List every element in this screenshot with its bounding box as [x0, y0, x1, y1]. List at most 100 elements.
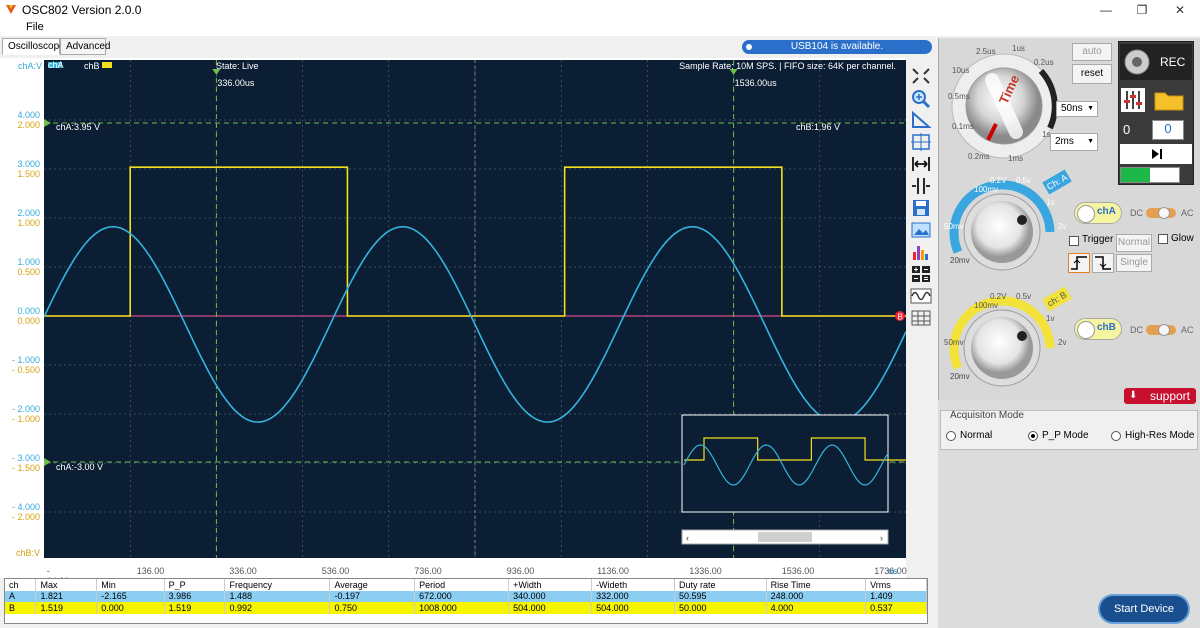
- cha-coupling-switch[interactable]: [1146, 207, 1176, 219]
- chb-level-marker-icon: [44, 458, 51, 466]
- tab-oscilloscope[interactable]: Oscilloscope: [2, 38, 65, 55]
- auto-button[interactable]: auto: [1072, 43, 1112, 61]
- time-tick: 10us: [952, 66, 970, 75]
- chb-coupling-switch[interactable]: [1146, 324, 1176, 336]
- record-progress: [1120, 167, 1180, 183]
- x-tick: 936.00: [506, 566, 535, 576]
- x-tick: 1736.00: [874, 566, 907, 576]
- grid-icon[interactable]: [910, 308, 932, 328]
- horizontal-cursor-icon[interactable]: [910, 154, 932, 174]
- zoom-icon[interactable]: [910, 88, 932, 108]
- fit-screen-icon[interactable]: [910, 66, 932, 86]
- y-tick-b: - 1.500: [11, 463, 40, 473]
- glow-checkbox[interactable]: [1158, 234, 1168, 244]
- table-cell: -0.197: [329, 590, 416, 602]
- time-tick: 1us: [1012, 44, 1025, 53]
- y-tick-b: - 0.500: [11, 365, 40, 375]
- volt-tick: 1v: [1046, 198, 1055, 207]
- cursor-box-icon[interactable]: [910, 132, 932, 152]
- x-tick: 136.00: [136, 566, 165, 576]
- math-icon[interactable]: [910, 264, 932, 284]
- vertical-cursor-icon[interactable]: [910, 176, 932, 196]
- acquisition-title: Acquisiton Mode: [950, 410, 1024, 421]
- counter-right-input[interactable]: 0: [1152, 120, 1184, 140]
- falling-edge-icon[interactable]: [1092, 253, 1114, 273]
- chb-axis-label: chB:V: [16, 548, 41, 558]
- reset-button[interactable]: reset: [1072, 64, 1112, 84]
- cursor1-label: 336.00us: [217, 78, 255, 88]
- table-header-cell: P_P: [164, 579, 226, 591]
- table-cell: 1.519: [164, 602, 226, 614]
- timebase-select-2[interactable]: 2ms ▼: [1050, 133, 1098, 151]
- table-cell: 1.409: [865, 590, 927, 602]
- acq-normal-radio[interactable]: [946, 431, 956, 441]
- table-cell: 0.537: [865, 602, 927, 614]
- mixer-icon[interactable]: [1121, 88, 1145, 112]
- record-icon[interactable]: [1124, 49, 1150, 75]
- table-cell: 0.750: [329, 602, 416, 614]
- tab-advanced[interactable]: Advanced: [60, 38, 110, 55]
- table-row: A 1.821 -2.165 3.986 1.488 -0.197 672.000 340.0…: [5, 590, 927, 602]
- chb-volt-knob[interactable]: [944, 288, 1064, 400]
- table-cell: 1.821: [35, 590, 98, 602]
- record-button-area[interactable]: REC: [1120, 44, 1192, 80]
- maximize-button[interactable]: ❐: [1136, 3, 1148, 17]
- spectrum-icon[interactable]: [910, 242, 932, 262]
- acq-hires-radio[interactable]: [1111, 431, 1121, 441]
- single-trigger-button[interactable]: Single: [1116, 254, 1152, 272]
- chb-toggle-label: chB: [1097, 322, 1116, 333]
- triangle-measure-icon[interactable]: [910, 110, 932, 130]
- y-tick-b: 1.500: [17, 169, 40, 179]
- counter-left: 0: [1123, 122, 1131, 137]
- close-button[interactable]: ✕: [1174, 3, 1186, 17]
- measurement-table: ch Max Min P_P Frequency Average Period +Width -…: [4, 578, 928, 624]
- save-icon[interactable]: [910, 198, 932, 218]
- table-cell: 1008.000: [414, 602, 510, 614]
- volt-tick: 2v: [1058, 338, 1067, 347]
- table-cell: 0.992: [224, 602, 331, 614]
- menu-file[interactable]: File: [26, 21, 44, 33]
- table-cell: 50.000: [674, 602, 767, 614]
- support-button[interactable]: ⬇ support: [1124, 388, 1196, 404]
- time-knob[interactable]: [946, 40, 1064, 168]
- cha-level-bottom-label: chA:-3.00 V: [56, 462, 103, 472]
- volt-tick: 50mv: [944, 222, 964, 231]
- table-header-cell: ch: [5, 579, 37, 591]
- y-tick-a: 0.000: [17, 306, 40, 316]
- cursor-marker-icon: [212, 69, 221, 75]
- timebase-select[interactable]: 50ns ▼: [1056, 101, 1098, 117]
- overview-cha: [683, 444, 889, 486]
- acq-pp-radio[interactable]: [1028, 431, 1038, 441]
- start-device-button[interactable]: Start Device: [1100, 596, 1188, 622]
- acq-hires-label: High-Res Mode: [1125, 430, 1195, 441]
- glow-label: Glow: [1171, 233, 1194, 244]
- image-export-icon[interactable]: [910, 220, 932, 240]
- usb-status-banner: USB104 is available.: [742, 40, 932, 54]
- minimize-button[interactable]: —: [1100, 3, 1112, 17]
- volt-tick: 20mv: [950, 256, 970, 265]
- cha-legend-label: chA: [48, 60, 64, 70]
- play-button[interactable]: [1120, 144, 1192, 164]
- x-tick: 336.00: [229, 566, 257, 576]
- folder-icon[interactable]: [1154, 88, 1184, 112]
- waveform-icon[interactable]: [910, 286, 932, 306]
- volt-tick: 100mv: [974, 301, 999, 310]
- volt-tick: 0.2V: [990, 176, 1007, 185]
- table-cell: 50.595: [674, 590, 767, 602]
- rising-edge-icon[interactable]: [1068, 253, 1090, 273]
- table-header-cell: Average: [329, 579, 416, 591]
- volt-tick: 0.2V: [990, 292, 1007, 301]
- acq-pp-label: P_P Mode: [1042, 430, 1089, 441]
- chb-legend-label: chB: [84, 61, 100, 71]
- cha-toggle[interactable]: chA: [1074, 202, 1122, 224]
- trigger-checkbox[interactable]: [1069, 236, 1079, 246]
- volt-tick: 20mv: [950, 372, 970, 381]
- play-pause-icon: [1152, 149, 1162, 159]
- cha-volt-knob[interactable]: [944, 172, 1064, 284]
- trigger-marker-label: B: [898, 313, 903, 322]
- volt-tick: 100mv: [974, 185, 999, 194]
- chb-toggle[interactable]: chB: [1074, 318, 1122, 340]
- normal-trigger-button[interactable]: Normal: [1116, 234, 1152, 252]
